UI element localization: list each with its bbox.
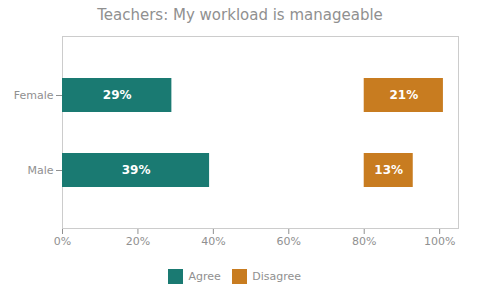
svg-text:39%: 39% — [122, 163, 151, 177]
svg-text:21%: 21% — [389, 88, 418, 102]
svg-text:80%: 80% — [352, 235, 376, 248]
svg-text:40%: 40% — [201, 235, 225, 248]
svg-text:Female: Female — [14, 89, 54, 102]
svg-text:60%: 60% — [277, 235, 301, 248]
html-text:Teachers: My workload is manag: Teachers: My workload is manageable — [97, 6, 383, 24]
svg-text:13%: 13% — [374, 163, 403, 177]
svg-text:0%: 0% — [54, 235, 71, 248]
html-text:Disagree: Disagree — [252, 270, 302, 283]
html-text:Agree: Agree — [188, 270, 221, 283]
svg-text:100%: 100% — [424, 235, 455, 248]
svg-text:29%: 29% — [103, 88, 132, 102]
svg-text:Male: Male — [27, 164, 53, 177]
svg-text:20%: 20% — [126, 235, 150, 248]
